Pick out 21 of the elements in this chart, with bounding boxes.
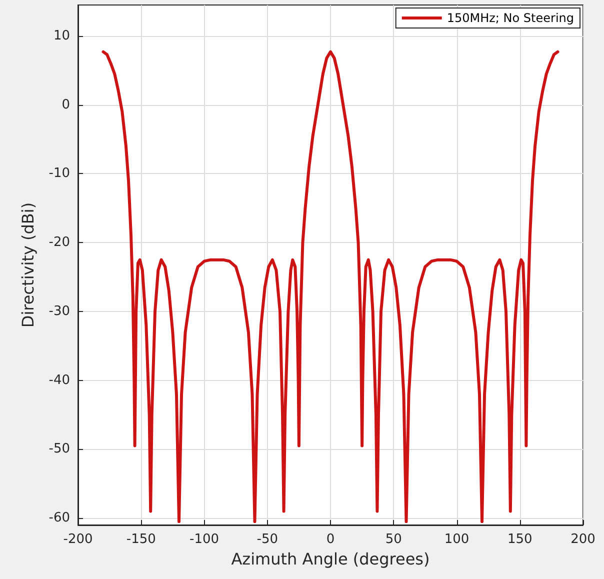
y-tick-label: 0 [62,97,70,112]
y-tick-label: -10 [48,166,70,182]
y-tick-label: -50 [48,442,70,457]
y-tick-label: -60 [48,510,70,526]
line-series [102,50,560,524]
x-tick-label: 100 [444,532,470,547]
x-tick-label: 50 [385,532,402,547]
y-tick-label: -30 [48,304,70,319]
x-tick-label: -150 [126,532,156,547]
x-axis-title: Azimuth Angle (degrees) [231,550,430,568]
y-tick-label: -20 [48,235,70,250]
y-tick-label: 10 [53,28,70,44]
x-tick-label: -50 [256,532,278,547]
y-tick-label: -40 [48,372,70,388]
x-tick-label: 150 [507,532,532,547]
legend-label: 150MHz; No Steering [446,11,574,25]
y-axis-title: Directivity (dBi) [18,202,38,328]
x-tick-label: 200 [570,532,596,547]
x-tick-label: 0 [326,532,335,547]
x-tick-label: -100 [189,532,220,547]
x-tick-label: -200 [63,532,93,547]
